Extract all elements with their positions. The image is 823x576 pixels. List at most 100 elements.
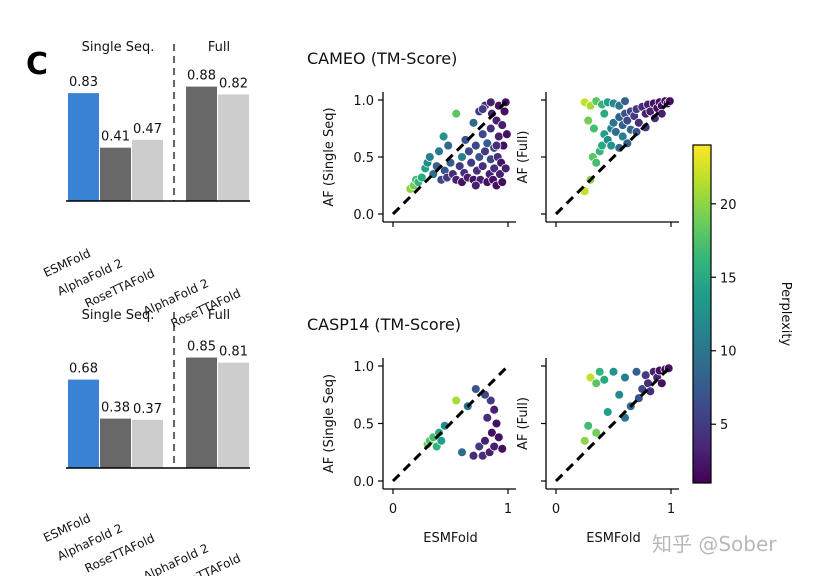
data-point bbox=[640, 370, 651, 380]
data-point bbox=[608, 367, 619, 377]
data-point bbox=[468, 118, 479, 128]
data-point bbox=[579, 436, 590, 446]
bar-rosettafold-full bbox=[218, 362, 249, 468]
data-point bbox=[477, 129, 488, 139]
x-axis-label: ESMFold bbox=[586, 531, 641, 546]
bar-rosettafold-single bbox=[132, 139, 163, 201]
data-point bbox=[438, 131, 449, 142]
data-point bbox=[434, 146, 444, 157]
bar-alphafold-single bbox=[100, 147, 131, 201]
data-point bbox=[480, 146, 490, 157]
data-point bbox=[468, 450, 479, 461]
data-point bbox=[589, 123, 599, 134]
bar-alphafold-single bbox=[100, 418, 131, 468]
data-point bbox=[608, 118, 619, 128]
value-label-alphafold-single: 0.41 bbox=[101, 130, 130, 145]
data-point bbox=[486, 395, 496, 406]
data-point bbox=[631, 367, 642, 377]
data-point bbox=[451, 108, 462, 119]
data-point bbox=[494, 131, 504, 142]
data-point bbox=[471, 180, 481, 191]
data-point bbox=[643, 378, 653, 389]
data-point bbox=[631, 127, 642, 137]
y-tick-label: 0.5 bbox=[353, 418, 374, 433]
data-point bbox=[425, 152, 435, 162]
data-point bbox=[657, 378, 667, 389]
group-label-full: Full bbox=[208, 308, 230, 323]
colorbar-tick-label: 20 bbox=[720, 198, 737, 213]
data-point bbox=[597, 140, 607, 151]
bar-alphafold-full bbox=[186, 357, 217, 468]
cameo-full-scatter: AF (Full) bbox=[516, 92, 679, 227]
colorbar-tick-label: 5 bbox=[720, 418, 728, 433]
data-point bbox=[486, 97, 496, 108]
casp14-single-seq-scatter: CASP14 (TM-Score) 0.0 0.5 1.0 0 1 AF (Single S… bbox=[307, 315, 516, 546]
data-point bbox=[614, 390, 624, 400]
data-point bbox=[634, 118, 644, 128]
data-point bbox=[487, 427, 497, 438]
data-point bbox=[585, 372, 596, 383]
data-point bbox=[591, 427, 601, 438]
data-point bbox=[497, 120, 508, 130]
colorbar-bar bbox=[692, 144, 712, 484]
data-point bbox=[491, 140, 502, 151]
data-point bbox=[499, 106, 510, 117]
value-label-alphafold-full: 0.85 bbox=[187, 340, 216, 355]
data-point bbox=[617, 131, 628, 142]
diagonal-line bbox=[391, 364, 510, 483]
colorbar-label: Perplexity bbox=[778, 282, 793, 347]
cameo-single-seq-scatter: CAMEO (TM-Score) 0.0 0.5 1.0 AF (Single Seq) bbox=[307, 49, 516, 227]
y-tick-label: 0.0 bbox=[353, 475, 374, 490]
y-tick-label: 0.0 bbox=[353, 208, 374, 223]
data-point bbox=[494, 432, 504, 443]
data-point bbox=[471, 384, 481, 394]
group-label-single: Single Seq. bbox=[82, 40, 155, 55]
data-point bbox=[489, 441, 499, 452]
data-point bbox=[611, 127, 621, 137]
row-title: CAMEO (TM-Score) bbox=[307, 49, 457, 68]
cameo-bar-chart: Single Seq. Full0.83ESMFold0.41AlphaFold … bbox=[41, 40, 250, 331]
bar-alphafold-full bbox=[186, 86, 217, 201]
data-point bbox=[482, 138, 493, 149]
group-label-single: Single Seq. bbox=[82, 308, 155, 323]
panel-letter: C bbox=[26, 47, 48, 82]
data-point bbox=[489, 404, 499, 415]
diagonal-line bbox=[391, 98, 510, 216]
data-point bbox=[451, 395, 462, 406]
data-point bbox=[464, 146, 474, 157]
watermark: 知乎 @Sober bbox=[652, 532, 777, 556]
data-point bbox=[457, 447, 467, 458]
data-point bbox=[486, 123, 496, 134]
data-point bbox=[497, 444, 508, 454]
data-point bbox=[482, 413, 493, 423]
data-point bbox=[489, 163, 499, 174]
perplexity-colorbar: 5 10 15 20 Perplexity bbox=[692, 144, 793, 484]
data-point bbox=[480, 436, 490, 446]
bar-rosettafold-single bbox=[132, 419, 163, 468]
data-point bbox=[474, 152, 485, 162]
colorbar-tick-label: 10 bbox=[720, 345, 737, 360]
y-axis-label: AF (Full) bbox=[516, 131, 531, 184]
y-axis-label: AF (Single Seq) bbox=[322, 107, 337, 206]
diagonal-line bbox=[554, 98, 673, 216]
data-point bbox=[417, 172, 427, 183]
group-label-full: Full bbox=[208, 40, 230, 55]
data-point bbox=[471, 140, 481, 151]
data-point bbox=[602, 407, 613, 417]
data-point bbox=[583, 421, 593, 431]
value-label-rosettafold-single: 0.47 bbox=[133, 122, 162, 137]
y-tick-label: 0.5 bbox=[353, 151, 374, 166]
data-point bbox=[454, 161, 465, 171]
data-point bbox=[436, 436, 447, 446]
y-axis-label: AF (Full) bbox=[516, 397, 531, 450]
x-axis-label: ESMFold bbox=[423, 531, 478, 546]
bar-esmfold bbox=[68, 379, 99, 468]
data-point bbox=[620, 372, 630, 383]
data-point bbox=[443, 140, 453, 151]
data-point bbox=[591, 157, 601, 168]
data-point bbox=[583, 115, 593, 126]
value-label-rosettafold-full: 0.82 bbox=[219, 76, 248, 91]
data-point bbox=[500, 163, 511, 174]
casp14-bar-chart: Single Seq. Full0.68ESMFold0.38AlphaFold … bbox=[41, 308, 250, 576]
